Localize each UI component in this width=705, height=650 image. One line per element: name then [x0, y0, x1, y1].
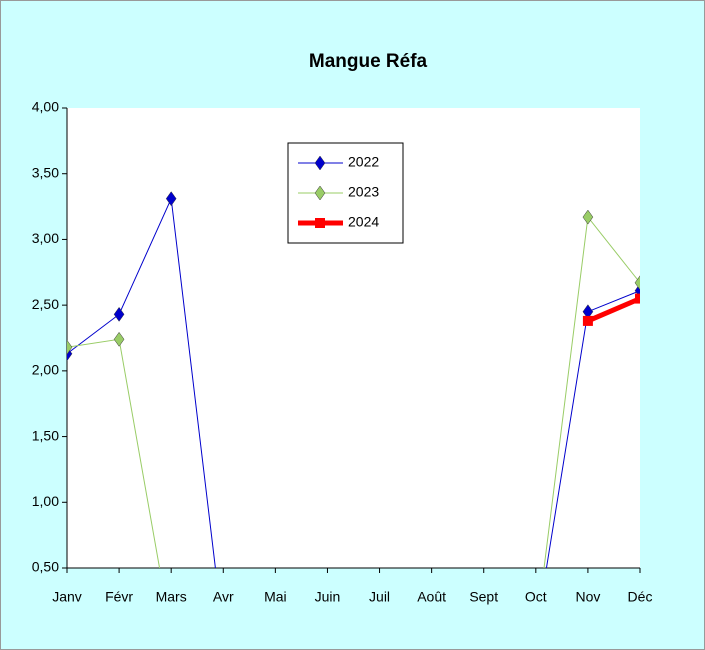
x-tick-label: Déc — [628, 589, 653, 605]
marker — [67, 339, 73, 355]
y-tick-label: 4,00 — [32, 99, 59, 115]
legend-label: 2022 — [348, 154, 379, 170]
marker — [634, 275, 640, 291]
x-tick-label: Févr — [105, 589, 133, 605]
x-tick-label: Juil — [369, 589, 390, 605]
legend-label: 2024 — [348, 214, 379, 230]
x-tick-label: Oct — [525, 589, 547, 605]
series-layer — [67, 191, 640, 568]
y-tick-label: 0,50 — [32, 559, 59, 575]
series-line — [586, 296, 640, 324]
y-tick-label: 3,50 — [32, 164, 59, 180]
x-tick-label: Mars — [156, 589, 187, 605]
y-tick-label: 2,00 — [32, 362, 59, 378]
y-tick-label: 1,50 — [32, 427, 59, 443]
y-tick-label: 3,00 — [32, 230, 59, 246]
x-tick-label: Sept — [469, 589, 498, 605]
y-tick-label: 2,50 — [32, 296, 59, 312]
legend-label: 2023 — [348, 184, 379, 200]
marker — [314, 185, 326, 201]
marker — [165, 191, 177, 207]
marker — [315, 218, 325, 228]
marker — [314, 155, 326, 171]
series-line — [67, 196, 640, 568]
series-line — [67, 215, 640, 568]
marker — [582, 209, 594, 225]
marker — [582, 315, 593, 326]
x-tick-label: Juin — [315, 589, 341, 605]
x-tick-label: Août — [417, 589, 446, 605]
x-tick-label: Janv — [52, 589, 82, 605]
x-tick-label: Nov — [575, 589, 600, 605]
x-tick-label: Avr — [213, 589, 234, 605]
marker — [113, 306, 125, 322]
y-tick-label: 1,00 — [32, 493, 59, 509]
chart-title: Mangue Réfa — [309, 51, 428, 72]
marker — [113, 331, 125, 347]
marker — [635, 293, 640, 304]
x-tick-label: Mai — [264, 589, 287, 605]
